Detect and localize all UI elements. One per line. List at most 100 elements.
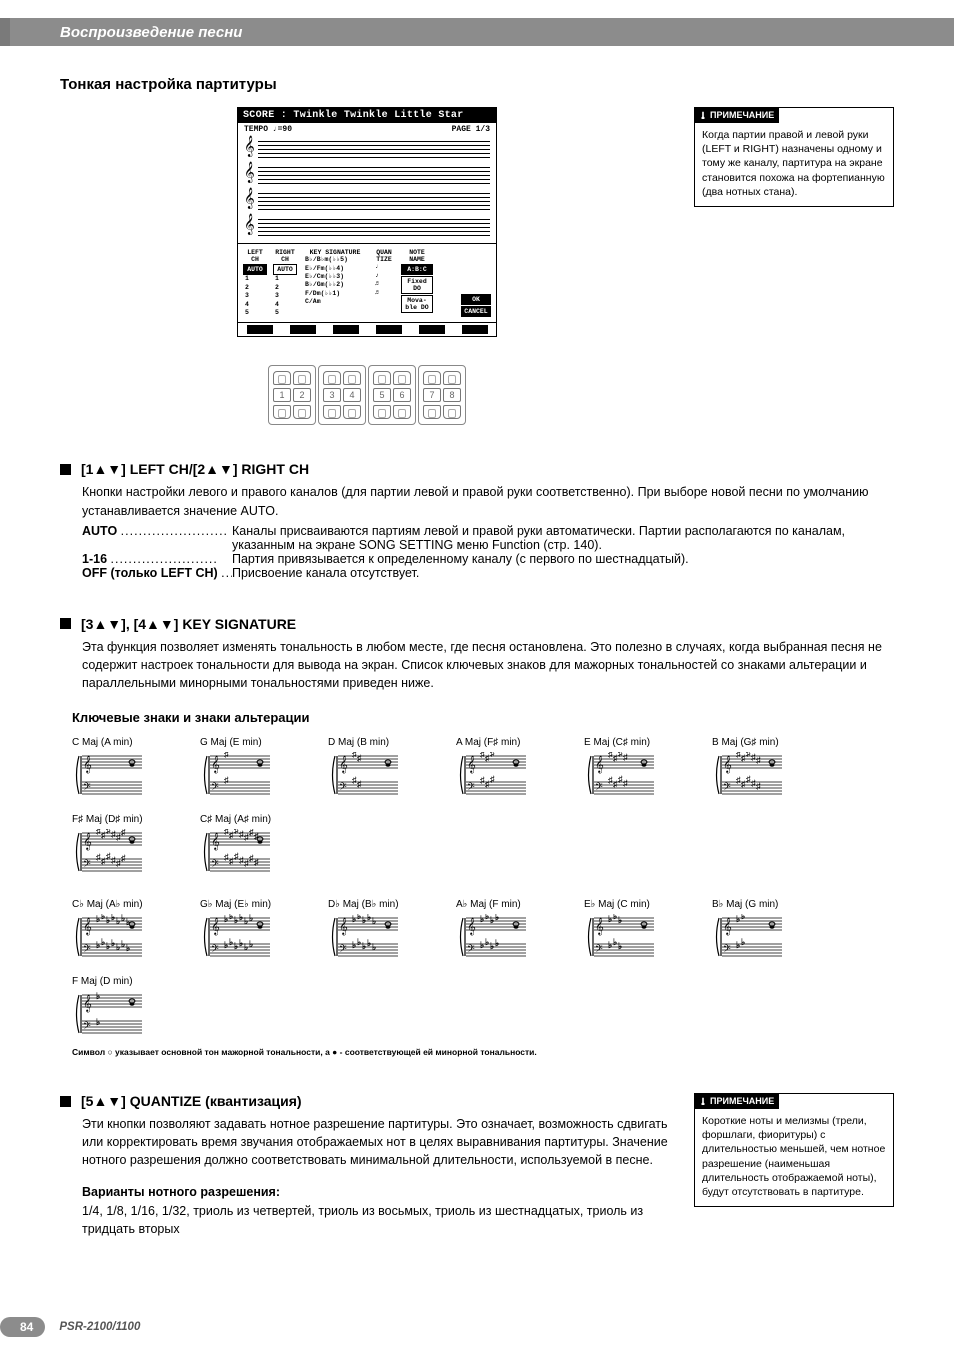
svg-text:♯: ♯ (121, 829, 126, 837)
svg-text:♭: ♭ (126, 943, 130, 953)
header-title: Воспроизведение песни (10, 24, 242, 41)
keysig-item: A Maj (F♯ min)𝄞𝄢♯♯♯♯♯♯ (456, 737, 556, 800)
model-label: PSR-2100/1100 (59, 1321, 140, 1333)
panel-button-3[interactable]: 3 (323, 371, 341, 419)
svg-text:♭: ♭ (101, 914, 105, 921)
svg-text:♭: ♭ (495, 938, 499, 948)
score-page: PAGE 1/3 (452, 125, 490, 134)
svg-text:♭: ♭ (96, 940, 100, 950)
svg-text:♭: ♭ (101, 937, 105, 947)
keysig-label: A Maj (F♯ min) (456, 737, 556, 748)
svg-text:♭: ♭ (239, 914, 243, 922)
sec1-body: Кнопки настройки левого и правого канало… (60, 483, 894, 519)
svg-text:♭: ♭ (613, 937, 617, 947)
def-row: AUTO ........................Каналы прис… (82, 524, 894, 552)
svg-text:𝄢: 𝄢 (211, 781, 219, 795)
note-icon: ПРИМЕЧАНИЕ (694, 107, 779, 123)
score-param-table: LEFT CH AUTO 12345 RIGHT CH AUTO 12345 K… (238, 243, 496, 322)
panel-button-5[interactable]: 5 (373, 371, 391, 419)
sec3-body: Эти кнопки позволяют задавать нотное раз… (60, 1115, 674, 1169)
svg-text:♭: ♭ (613, 914, 617, 921)
note-box-2: ПРИМЕЧАНИЕ Короткие ноты и мелизмы (трел… (694, 1093, 894, 1207)
keysig-row-sharps: C Maj (A min)𝄞𝄢G Maj (E min)𝄞𝄢♯♯D Maj (B… (60, 737, 894, 877)
panel-button-7[interactable]: 7 (423, 371, 441, 419)
keysig-label: C♯ Maj (A♯ min) (200, 814, 300, 825)
sec2-heading: [3▲▼], [4▲▼] KEY SIGNATURE (81, 616, 296, 632)
svg-text:♯: ♯ (490, 752, 495, 758)
svg-text:♭: ♭ (485, 914, 489, 921)
keysig-item: E♭ Maj (C min)𝄞𝄢♭♭♭♭♭♭ (584, 899, 684, 962)
def-val: Партия привязывается к определенному кан… (232, 552, 894, 566)
section-title: Тонкая настройка партитуры (60, 76, 894, 93)
sec1-heading: [1▲▼] LEFT CH/[2▲▼] RIGHT CH (81, 461, 309, 477)
panel-button-1[interactable]: 1 (273, 371, 291, 419)
svg-text:𝄞: 𝄞 (83, 918, 92, 935)
svg-text:𝄞: 𝄞 (83, 995, 92, 1012)
svg-text:♭: ♭ (480, 940, 484, 950)
keysig-item: F Maj (D min)𝄞𝄢♭♭ (72, 976, 172, 1039)
svg-text:♭: ♭ (224, 940, 228, 950)
svg-text:♭: ♭ (367, 914, 371, 922)
keysig-item: G♭ Maj (E♭ min)𝄞𝄢♭♭♭♭♭♭♭♭♭♭♭♭ (200, 899, 300, 962)
svg-text:𝄞: 𝄞 (211, 918, 220, 935)
svg-text:𝄢: 𝄢 (83, 858, 91, 872)
svg-text:♯: ♯ (357, 779, 362, 789)
button-group: 34 (318, 365, 366, 425)
svg-text:♭: ♭ (229, 937, 233, 947)
keysig-row-flats: C♭ Maj (A♭ min)𝄞𝄢♭♭♭♭♭♭♭♭♭♭♭♭♭♭G♭ Maj (E… (60, 899, 894, 1039)
keysig-item: A♭ Maj (F min)𝄞𝄢♭♭♭♭♭♭♭♭ (456, 899, 556, 962)
svg-text:𝄢: 𝄢 (211, 858, 219, 872)
svg-text:♯: ♯ (623, 752, 628, 762)
svg-text:𝄞: 𝄞 (723, 918, 732, 935)
panel-button-2[interactable]: 2 (293, 371, 311, 419)
keysig-label: E Maj (C♯ min) (584, 737, 684, 748)
svg-text:♭: ♭ (367, 938, 371, 948)
svg-text:♯: ♯ (254, 831, 259, 841)
svg-text:♭: ♭ (618, 915, 622, 925)
panel-button-6[interactable]: 6 (393, 371, 411, 419)
svg-text:♭: ♭ (490, 915, 494, 925)
page-number: 84 (0, 1317, 45, 1337)
svg-text:♭: ♭ (96, 991, 100, 1001)
svg-text:𝄞: 𝄞 (211, 833, 220, 850)
svg-text:♯: ♯ (121, 853, 126, 863)
note-box-1: ПРИМЕЧАНИЕ Когда партии правой и левой р… (694, 107, 894, 207)
svg-text:𝄢: 𝄢 (211, 943, 219, 957)
panel-button-4[interactable]: 4 (343, 371, 361, 419)
svg-text:𝄞: 𝄞 (83, 833, 92, 850)
svg-text:𝄢: 𝄢 (83, 1020, 91, 1034)
svg-text:♯: ♯ (357, 753, 362, 763)
score-staves: 𝄞 𝄞 𝄞 𝄞 (238, 136, 496, 239)
svg-text:𝄢: 𝄢 (723, 781, 731, 795)
svg-text:♯: ♯ (756, 755, 761, 765)
panel-button-8[interactable]: 8 (443, 371, 461, 419)
keysig-label: G Maj (E min) (200, 737, 300, 748)
footer: 84 PSR-2100/1100 (0, 1317, 140, 1337)
svg-text:♭: ♭ (234, 915, 238, 925)
page: Воспроизведение песни Тонкая настройка п… (0, 0, 954, 1351)
svg-text:𝄢: 𝄢 (339, 943, 347, 957)
svg-text:♭: ♭ (249, 939, 253, 949)
score-soft-buttons (238, 322, 496, 336)
svg-text:♭: ♭ (106, 915, 110, 925)
keysig-label: F Maj (D min) (72, 976, 172, 987)
svg-text:♭: ♭ (362, 915, 366, 925)
svg-text:𝄞: 𝄞 (723, 756, 732, 773)
sec2-sub: Ключевые знаки и знаки альтерации (60, 710, 894, 725)
header: Воспроизведение песни (0, 0, 954, 46)
keysig-item: B Maj (G♯ min)𝄞𝄢♯♯♯♯♯♯♯♯♯♯ (712, 737, 812, 800)
svg-text:𝄢: 𝄢 (595, 943, 603, 957)
svg-text:♭: ♭ (106, 941, 110, 951)
def-row: OFF (только LEFT CH) ...................… (82, 566, 894, 580)
svg-text:𝄢: 𝄢 (467, 943, 475, 957)
keysig-item: D♭ Maj (B♭ min)𝄞𝄢♭♭♭♭♭♭♭♭♭♭ (328, 899, 428, 962)
svg-text:𝄞: 𝄞 (83, 756, 92, 773)
keysig-label: B Maj (G♯ min) (712, 737, 812, 748)
note-icon: ПРИМЕЧАНИЕ (694, 1093, 779, 1109)
keysig-label: C Maj (A min) (72, 737, 172, 748)
svg-text:♭: ♭ (234, 941, 238, 951)
keysig-item: C Maj (A min)𝄞𝄢 (72, 737, 172, 800)
keysig-label: C♭ Maj (A♭ min) (72, 899, 172, 910)
svg-text:𝄢: 𝄢 (339, 781, 347, 795)
svg-text:♭: ♭ (249, 914, 253, 923)
